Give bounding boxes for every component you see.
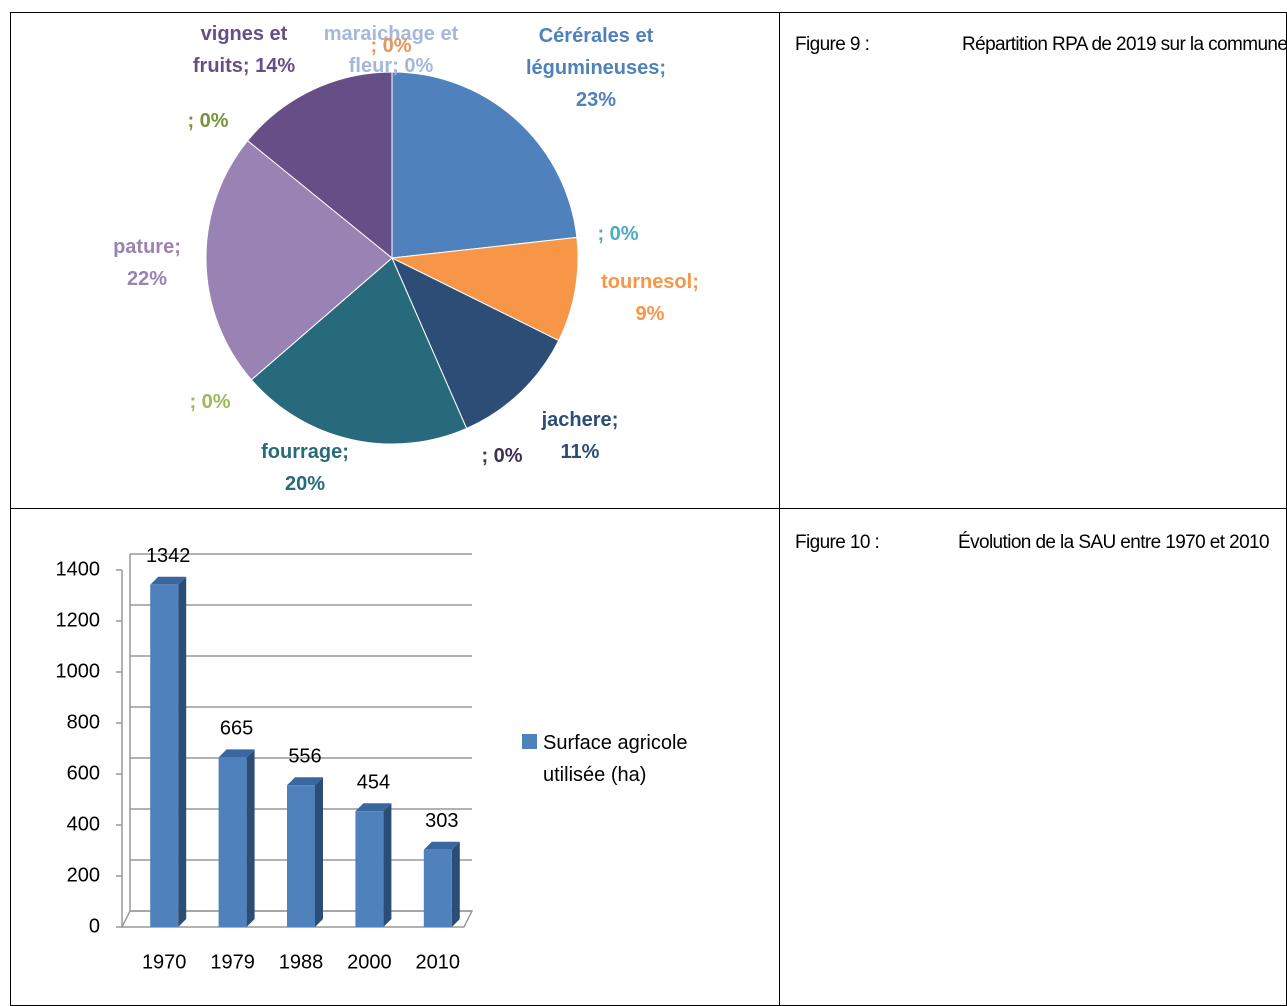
slice-value: ; 14% xyxy=(242,55,296,77)
pie-slice xyxy=(246,71,393,260)
slice-value: ; 20% xyxy=(284,441,349,495)
data-label: 1342 xyxy=(146,545,191,567)
data-label: 303 xyxy=(425,810,458,832)
slice-value: ; 0% xyxy=(481,445,523,467)
pie-label: ; 0% xyxy=(178,105,238,137)
bar-top xyxy=(287,777,323,786)
pie-label: ; 0% xyxy=(588,218,648,250)
slice-name: jachere xyxy=(541,409,612,431)
bar xyxy=(355,811,384,927)
pie-label: ; 0% xyxy=(361,30,421,62)
bar xyxy=(287,785,315,927)
legend-swatch xyxy=(522,734,537,749)
bar-top xyxy=(150,576,187,585)
y-tick-label: 1200 xyxy=(56,609,101,631)
y-tick-label: 1000 xyxy=(56,660,101,682)
pie-slice xyxy=(390,236,579,342)
pie-slice xyxy=(205,140,393,381)
pie-label: ; 0% xyxy=(472,440,532,472)
pie-label: Cérérales et légumineuses; 23% xyxy=(526,20,666,116)
slice-name: tournesol xyxy=(601,271,693,293)
bar-side xyxy=(383,803,392,927)
slice-value: ; 22% xyxy=(126,236,181,290)
slice-value: ; 0% xyxy=(597,223,639,245)
bar-top xyxy=(423,841,460,850)
pie-label: ; 0% xyxy=(180,386,240,418)
y-tick-label: 200 xyxy=(67,864,100,886)
slice-name: vignes et fruits xyxy=(192,23,288,77)
legend-text: Surface agricole utilisée (ha) xyxy=(543,732,688,786)
pie-slice xyxy=(250,257,468,445)
pie-label: jachere; 11% xyxy=(525,404,635,468)
y-tick-label: 800 xyxy=(67,711,100,733)
pie-label: tournesol; 9% xyxy=(585,266,715,330)
y-tick-label: 1400 xyxy=(56,558,101,580)
bar xyxy=(423,849,452,927)
bar-side xyxy=(246,749,255,927)
x-tick-label: 1979 xyxy=(210,951,255,973)
slice-value: ; 0% xyxy=(392,55,434,77)
slice-name: maraichage et fleur xyxy=(323,23,459,77)
bar-top xyxy=(355,803,392,812)
caption-number: Figure 9 : xyxy=(795,34,870,55)
bar xyxy=(150,584,179,927)
data-label: 454 xyxy=(357,772,390,794)
data-label: 665 xyxy=(220,718,253,740)
pie-slice xyxy=(390,256,560,430)
slice-value: ; 11% xyxy=(560,409,619,463)
x-tick-label: 2000 xyxy=(347,951,392,973)
pie-label: fourrage; 20% xyxy=(240,436,370,500)
slice-name: pature xyxy=(113,236,175,258)
bar-side xyxy=(178,576,187,927)
x-tick-label: 1988 xyxy=(279,951,324,973)
caption-text: Évolution de la SAU entre 1970 et 2010 xyxy=(958,532,1270,553)
pie-slice xyxy=(391,71,578,259)
x-tick-label: 1970 xyxy=(142,951,187,973)
slice-value: ; 0% xyxy=(370,35,412,57)
bar xyxy=(218,757,247,927)
pie-label: vignes et fruits; 14% xyxy=(174,18,314,82)
data-label: 556 xyxy=(288,746,321,768)
slice-name: Cérérales et légumineuses xyxy=(526,25,660,79)
slice-value: ; 0% xyxy=(187,110,229,132)
pie-label: pature; 22% xyxy=(97,231,197,295)
slice-value: ; 9% xyxy=(635,271,699,325)
caption-number: Figure 10 : xyxy=(795,532,880,553)
bar-side xyxy=(451,841,460,927)
bar-top xyxy=(218,749,255,758)
y-tick-label: 400 xyxy=(67,813,100,835)
y-tick-label: 600 xyxy=(67,762,100,784)
slice-name: fourrage xyxy=(261,441,343,463)
caption-text: Répartition RPA de 2019 sur la commune xyxy=(962,34,1287,55)
slice-value: ; 23% xyxy=(575,57,667,111)
pie-label: maraichage et fleur; 0% xyxy=(321,18,461,82)
bar-side xyxy=(315,777,323,927)
y-tick-label: 0 xyxy=(89,915,100,937)
x-tick-label: 2010 xyxy=(416,951,461,973)
slice-value: ; 0% xyxy=(189,391,231,413)
